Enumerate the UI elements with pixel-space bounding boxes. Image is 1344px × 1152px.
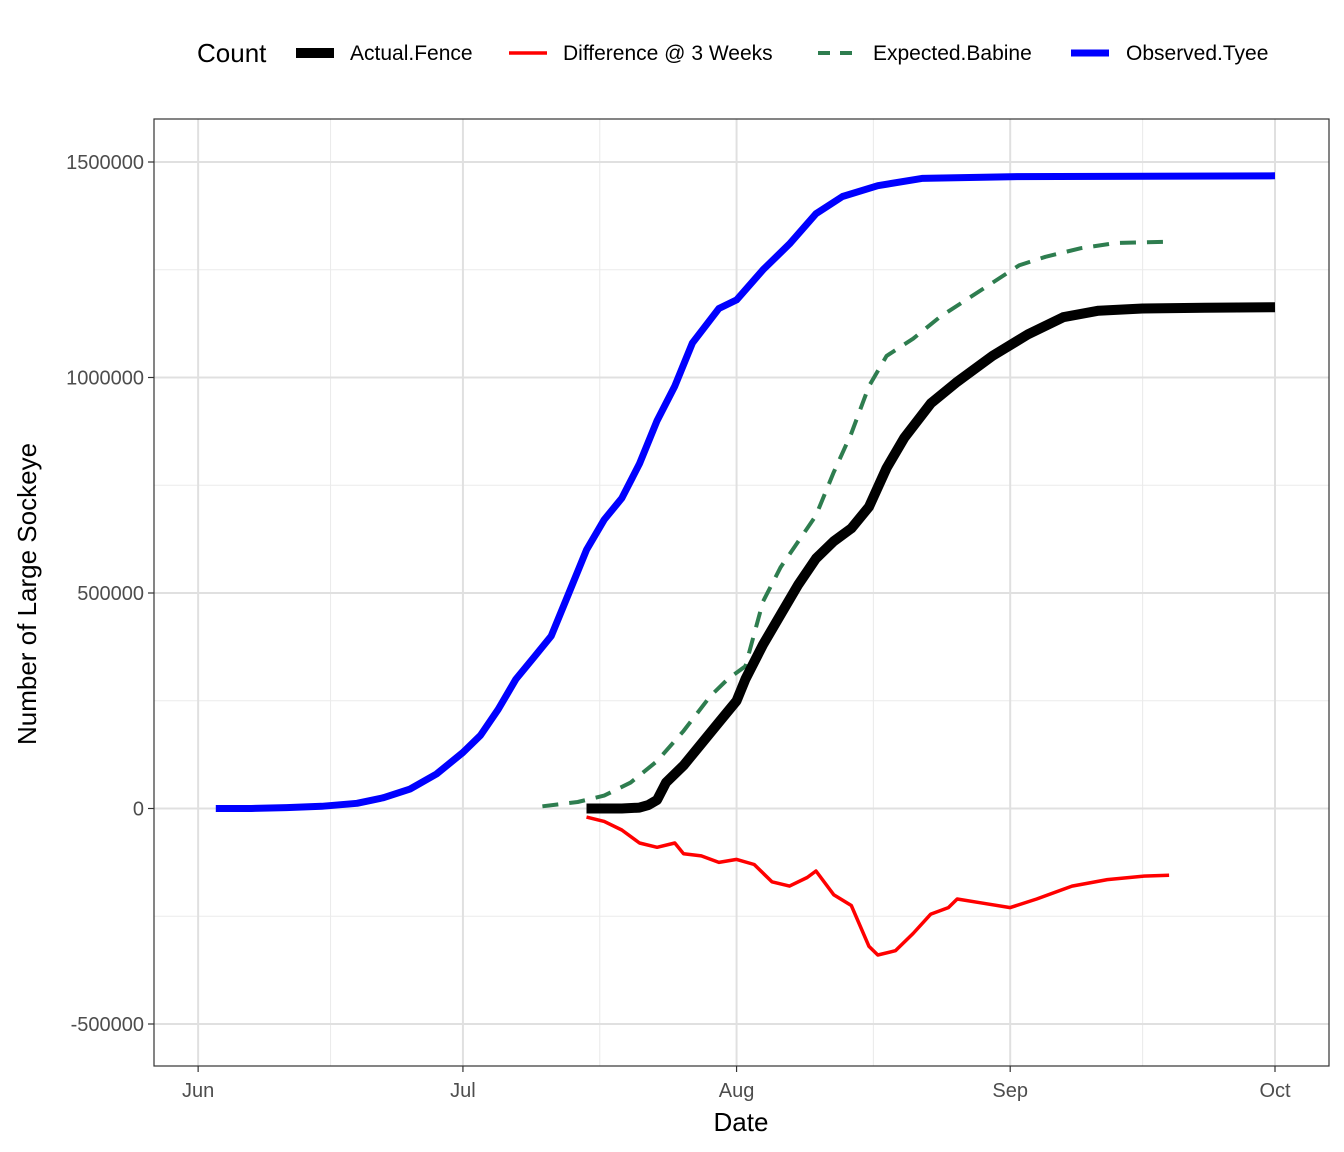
x-tick-label: Aug: [719, 1080, 755, 1102]
series-line-difference-3-weeks: [586, 815, 1170, 957]
y-tick-label: 1500000: [66, 152, 144, 174]
y-axis-title: Number of Large Sockeye: [12, 443, 42, 745]
legend-label: Actual.Fence: [350, 42, 473, 65]
x-tick-label: Jul: [450, 1080, 476, 1102]
legend: Count Actual.Fence Difference @ 3 Weeks Ex…: [197, 38, 1268, 68]
y-tick-label: 0: [133, 799, 144, 821]
plot-panel: [153, 118, 1330, 1067]
axes: -500000 0 500000 1000000 1500000 Jun Jul Aug Sep…: [66, 152, 1291, 1102]
y-tick-label: 500000: [77, 583, 144, 605]
series-line-observed-tyee: [215, 172, 1276, 812]
series-layer: [215, 172, 1276, 957]
legend-title: Count: [197, 38, 267, 68]
x-tick-label: Sep: [992, 1080, 1028, 1102]
series-line-actual-fence: [586, 302, 1276, 814]
y-tick-label: 1000000: [66, 368, 144, 390]
x-axis-title: Date: [714, 1107, 769, 1137]
legend-label: Observed.Tyee: [1126, 42, 1268, 65]
legend-label: Expected.Babine: [873, 42, 1032, 65]
x-tick-label: Oct: [1259, 1080, 1291, 1102]
gridlines: [154, 119, 1329, 1066]
x-tick-label: Jun: [182, 1080, 214, 1102]
legend-label: Difference @ 3 Weeks: [563, 42, 773, 65]
y-tick-label: -500000: [71, 1014, 144, 1036]
